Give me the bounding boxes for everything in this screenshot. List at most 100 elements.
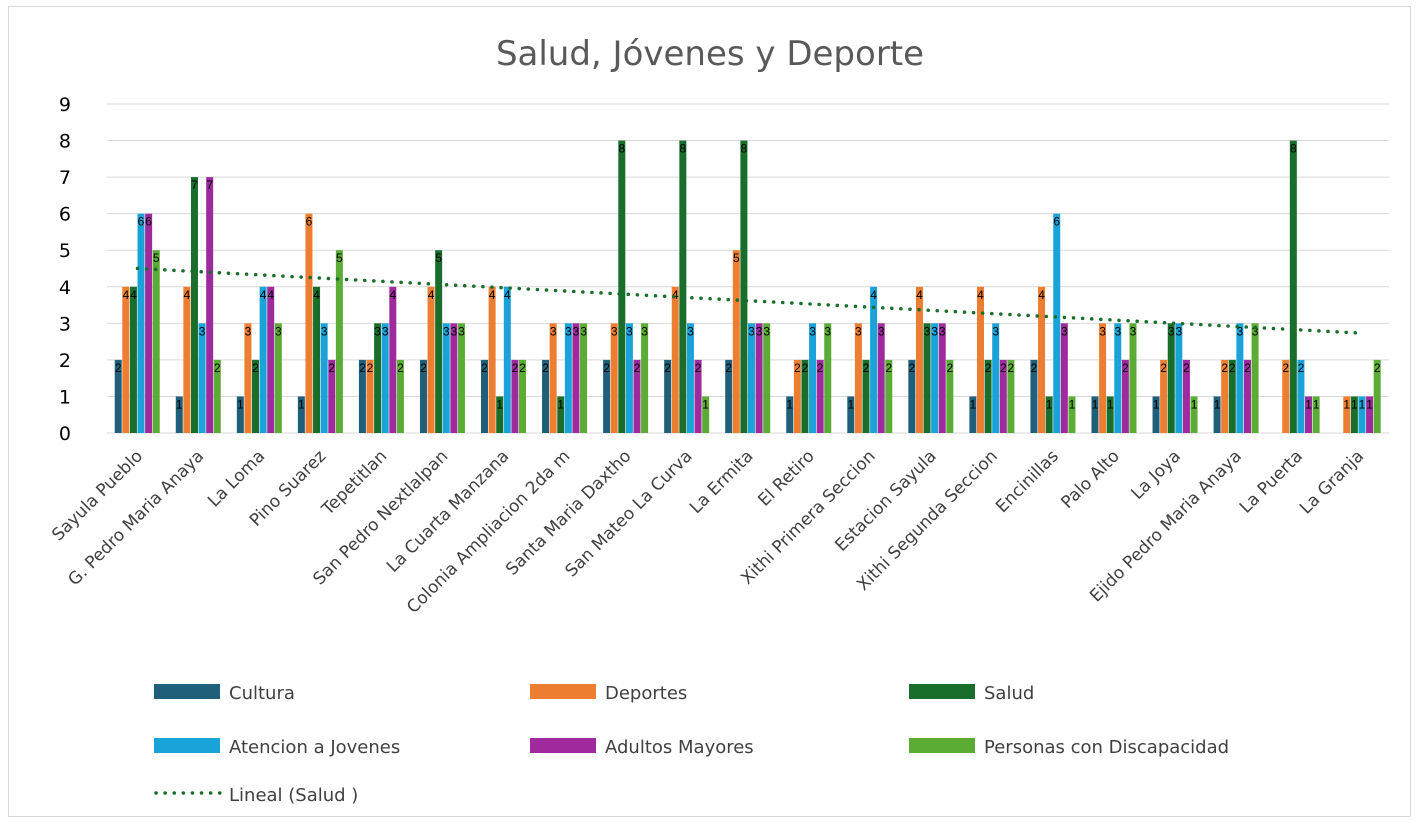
- bar: [1007, 359, 1015, 433]
- bar: [1167, 323, 1175, 433]
- bar: [1160, 359, 1168, 433]
- bar-value-label: 4: [130, 288, 137, 302]
- bar: [564, 323, 572, 433]
- bar: [847, 396, 855, 433]
- bar: [1312, 396, 1320, 433]
- bar: [1068, 396, 1076, 433]
- bar-value-label: 3: [1252, 324, 1259, 338]
- bar: [915, 286, 923, 433]
- bar-value-label: 2: [367, 361, 374, 375]
- bar-value-label: 3: [1237, 324, 1244, 338]
- bar-value-label: 2: [1031, 361, 1038, 375]
- x-category-label: Palo Alto: [1057, 446, 1123, 512]
- bar-value-label: 1: [1069, 397, 1076, 411]
- bar-value-label: 3: [756, 324, 763, 338]
- bar: [435, 250, 443, 433]
- bar-value-label: 1: [847, 397, 854, 411]
- legend-swatch: [154, 684, 220, 699]
- bar: [1121, 359, 1129, 433]
- bar-value-label: 3: [809, 324, 816, 338]
- bar: [145, 213, 153, 433]
- bar-value-label: 1: [1351, 397, 1358, 411]
- bar: [1030, 359, 1038, 433]
- bar: [519, 359, 527, 433]
- bar: [870, 286, 878, 433]
- legend-label: Deportes: [605, 683, 687, 704]
- bar-value-label: 6: [306, 215, 313, 229]
- legend-swatch: [530, 684, 596, 699]
- trendline: [135, 266, 1361, 335]
- bar: [1190, 396, 1198, 433]
- bar: [1350, 396, 1358, 433]
- bar: [137, 213, 145, 433]
- bar-value-label: 3: [565, 324, 572, 338]
- legend-label: Atencion a Jovenes: [229, 737, 400, 758]
- bar-value-label: 3: [580, 324, 587, 338]
- bar: [320, 323, 328, 433]
- bar: [175, 396, 183, 433]
- bar-value-label: 4: [672, 288, 679, 302]
- bar: [984, 359, 992, 433]
- bar-value-label: 3: [275, 324, 282, 338]
- bar: [908, 359, 916, 433]
- bar-value-label: 4: [504, 288, 511, 302]
- bar-value-label: 4: [313, 288, 320, 302]
- bar-value-label: 3: [626, 324, 633, 338]
- bar-value-label: 5: [153, 251, 160, 265]
- bar: [671, 286, 679, 433]
- bar-value-label: 3: [1168, 324, 1175, 338]
- bar-value-label: 3: [748, 324, 755, 338]
- bar: [427, 286, 435, 433]
- x-category-label: La Joya: [1127, 446, 1184, 503]
- bar-value-label: 1: [557, 397, 564, 411]
- bar: [809, 323, 817, 433]
- bar: [740, 140, 748, 434]
- bar: [633, 359, 641, 433]
- bar-value-label: 2: [695, 361, 702, 375]
- y-tick-label: 9: [59, 94, 71, 116]
- bar-value-label: 1: [1366, 397, 1373, 411]
- bar-value-label: 2: [1244, 361, 1251, 375]
- bar: [1099, 323, 1107, 433]
- bar-value-label: 3: [641, 324, 648, 338]
- bar-value-label: 3: [1114, 324, 1121, 338]
- bar-value-label: 2: [725, 361, 732, 375]
- chart-title: Salud, Jóvenes y Deporte: [496, 34, 924, 74]
- legend-swatch: [154, 738, 220, 753]
- bar: [1236, 323, 1244, 433]
- bar-value-label: 2: [817, 361, 824, 375]
- bar-value-label: 1: [786, 397, 793, 411]
- bar: [1038, 286, 1046, 433]
- bar: [885, 359, 893, 433]
- bar-value-label: 1: [237, 397, 244, 411]
- bar-value-label: 3: [451, 324, 458, 338]
- bar-value-label: 2: [1183, 361, 1190, 375]
- bar: [419, 359, 427, 433]
- bar: [877, 323, 885, 433]
- bar-value-label: 4: [260, 288, 267, 302]
- bar: [488, 286, 496, 433]
- bar: [862, 359, 870, 433]
- bar-value-label: 3: [1130, 324, 1137, 338]
- bar-value-label: 1: [1359, 397, 1366, 411]
- bar: [1175, 323, 1183, 433]
- bar-value-label: 5: [435, 251, 442, 265]
- bar-value-label: 2: [885, 361, 892, 375]
- y-tick-label: 3: [59, 313, 71, 335]
- bar: [511, 359, 519, 433]
- bar: [923, 323, 931, 433]
- bar: [1366, 396, 1374, 433]
- bar: [1358, 396, 1366, 433]
- trendline-line: [135, 266, 1361, 335]
- bar-value-label: 4: [1038, 288, 1045, 302]
- bar-value-label: 3: [573, 324, 580, 338]
- y-tick-label: 0: [59, 423, 71, 445]
- y-tick-label: 8: [59, 131, 71, 153]
- bar: [1289, 140, 1297, 434]
- bar: [1228, 359, 1236, 433]
- bar-value-label: 3: [855, 324, 862, 338]
- bar-value-label: 4: [428, 288, 435, 302]
- bar: [1243, 359, 1251, 433]
